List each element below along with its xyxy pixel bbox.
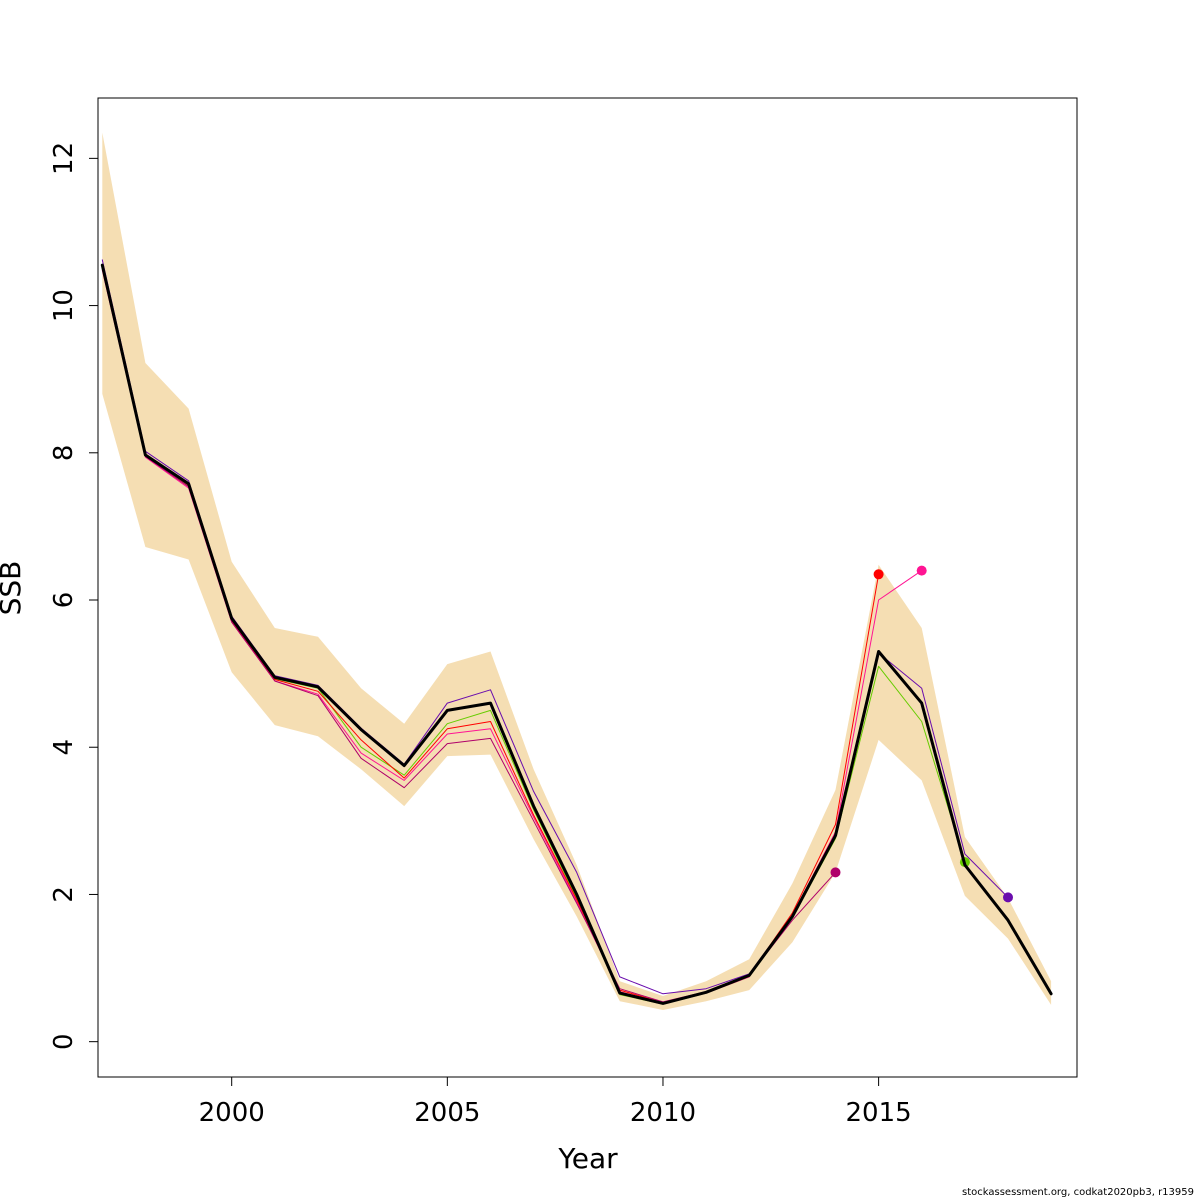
series-line-0 bbox=[100, 263, 1053, 1005]
x-tick-label-2015: 2015 bbox=[846, 1098, 912, 1128]
x-tick-label-2005: 2005 bbox=[414, 1098, 480, 1128]
series-layer bbox=[100, 259, 1053, 1005]
y-axis: 0 2 4 6 8 10 12 bbox=[49, 142, 99, 1050]
y-axis-title: SSB bbox=[0, 561, 27, 616]
y-tick-label-0: 0 bbox=[49, 1033, 79, 1050]
y-tick-label-10: 10 bbox=[49, 289, 79, 322]
series-end-point-3 bbox=[916, 565, 927, 576]
y-tick-label-2: 2 bbox=[49, 886, 79, 903]
x-tick-label-2010: 2010 bbox=[630, 1098, 696, 1128]
series-end-point-5 bbox=[830, 867, 841, 878]
x-axis: 2000 2005 2010 2015 bbox=[199, 1076, 912, 1128]
series-end-point-1 bbox=[1003, 892, 1013, 903]
footer-credit: stockassessment.org, codkat2020pb3, r139… bbox=[962, 1187, 1194, 1198]
series-end-point-4 bbox=[873, 569, 884, 580]
y-tick-label-4: 4 bbox=[49, 739, 79, 756]
y-tick-label-12: 12 bbox=[49, 142, 79, 175]
y-tick-label-6: 6 bbox=[49, 592, 79, 609]
x-tick-label-2000: 2000 bbox=[199, 1098, 265, 1128]
x-axis-title: Year bbox=[557, 1142, 618, 1175]
y-tick-label-8: 8 bbox=[49, 445, 79, 462]
